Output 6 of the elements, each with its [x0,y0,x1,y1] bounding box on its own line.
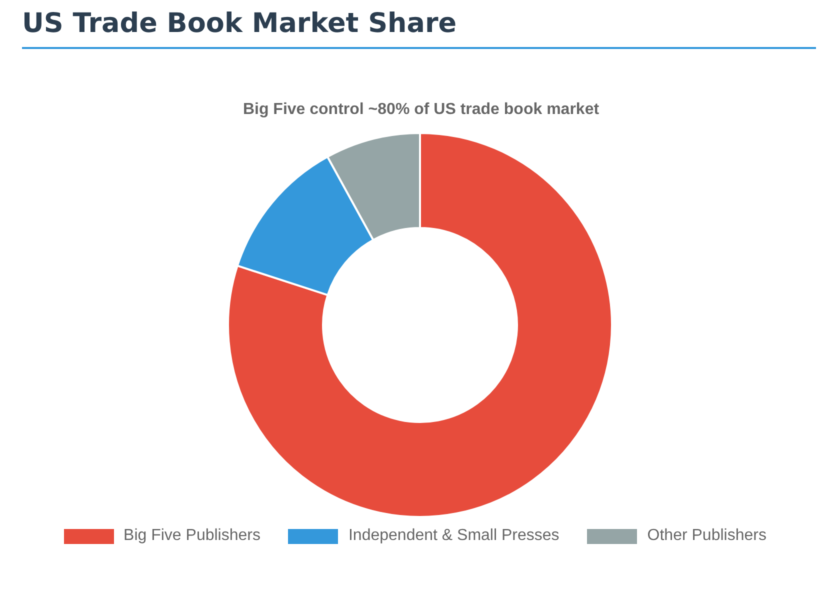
legend-label: Other Publishers [647,527,766,545]
chart-subtitle: Big Five control ~80% of US trade book market [242,101,600,119]
donut-slice [227,132,613,518]
legend-label: Independent & Small Presses [348,527,560,545]
chart-title: US Trade Book Market Share [22,8,458,39]
legend-label: Big Five Publishers [124,527,260,545]
